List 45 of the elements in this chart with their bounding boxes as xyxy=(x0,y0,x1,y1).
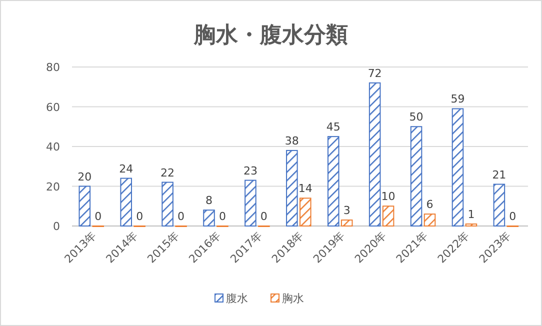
data-label: 10 xyxy=(381,190,396,204)
bar xyxy=(78,186,91,226)
bar xyxy=(424,214,436,226)
bar xyxy=(327,136,340,226)
data-label: 0 xyxy=(94,210,102,223)
data-label: 14 xyxy=(298,182,312,196)
bar xyxy=(162,182,174,226)
data-label: 0 xyxy=(178,210,185,223)
bar xyxy=(410,126,422,226)
bar xyxy=(244,180,256,226)
data-label: 45 xyxy=(326,120,340,134)
bar xyxy=(286,150,298,226)
data-label: 20 xyxy=(78,170,92,184)
data-label: 8 xyxy=(206,194,213,208)
y-tick-label: 20 xyxy=(46,180,60,194)
y-tick-label: 60 xyxy=(46,100,60,114)
bar xyxy=(340,220,353,226)
data-label: 0 xyxy=(509,210,516,223)
data-label: 6 xyxy=(426,198,434,212)
data-label: 0 xyxy=(136,210,144,223)
data-label: 0 xyxy=(218,210,226,223)
data-label: 24 xyxy=(119,162,134,176)
data-label: 59 xyxy=(450,92,465,106)
y-tick-label: 0 xyxy=(53,220,60,233)
legend-label: 腹水 xyxy=(226,292,248,305)
data-label: 50 xyxy=(409,110,424,124)
legend-label: 胸水 xyxy=(282,292,304,305)
chart-title: 胸水・腹水分類 xyxy=(193,23,348,48)
data-label: 21 xyxy=(492,168,506,182)
y-tick-label: 40 xyxy=(46,140,60,154)
bar xyxy=(368,82,381,226)
data-label: 22 xyxy=(160,166,175,180)
bar xyxy=(382,206,394,226)
data-label: 0 xyxy=(260,210,268,223)
bar xyxy=(120,178,132,226)
data-label: 3 xyxy=(343,204,350,218)
bar xyxy=(493,184,506,226)
bar xyxy=(452,108,464,226)
data-label: 38 xyxy=(284,134,299,148)
data-label: 72 xyxy=(368,66,382,80)
bar xyxy=(203,210,215,226)
data-label: 1 xyxy=(468,208,475,222)
bar xyxy=(300,198,312,226)
data-label: 23 xyxy=(243,164,258,178)
y-tick-label: 80 xyxy=(46,61,60,74)
